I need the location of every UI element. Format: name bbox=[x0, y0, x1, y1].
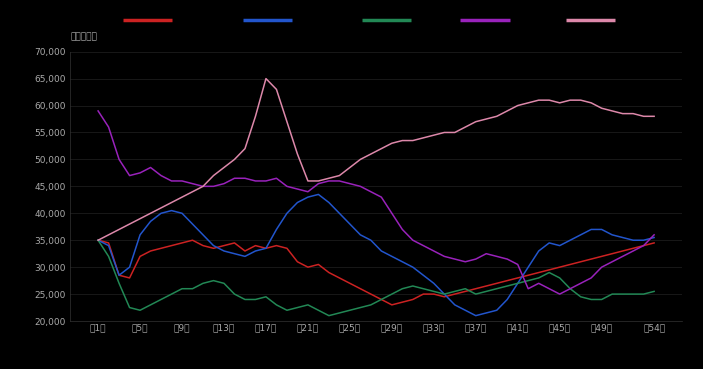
Text: 单位：千辆: 单位：千辆 bbox=[70, 32, 97, 41]
